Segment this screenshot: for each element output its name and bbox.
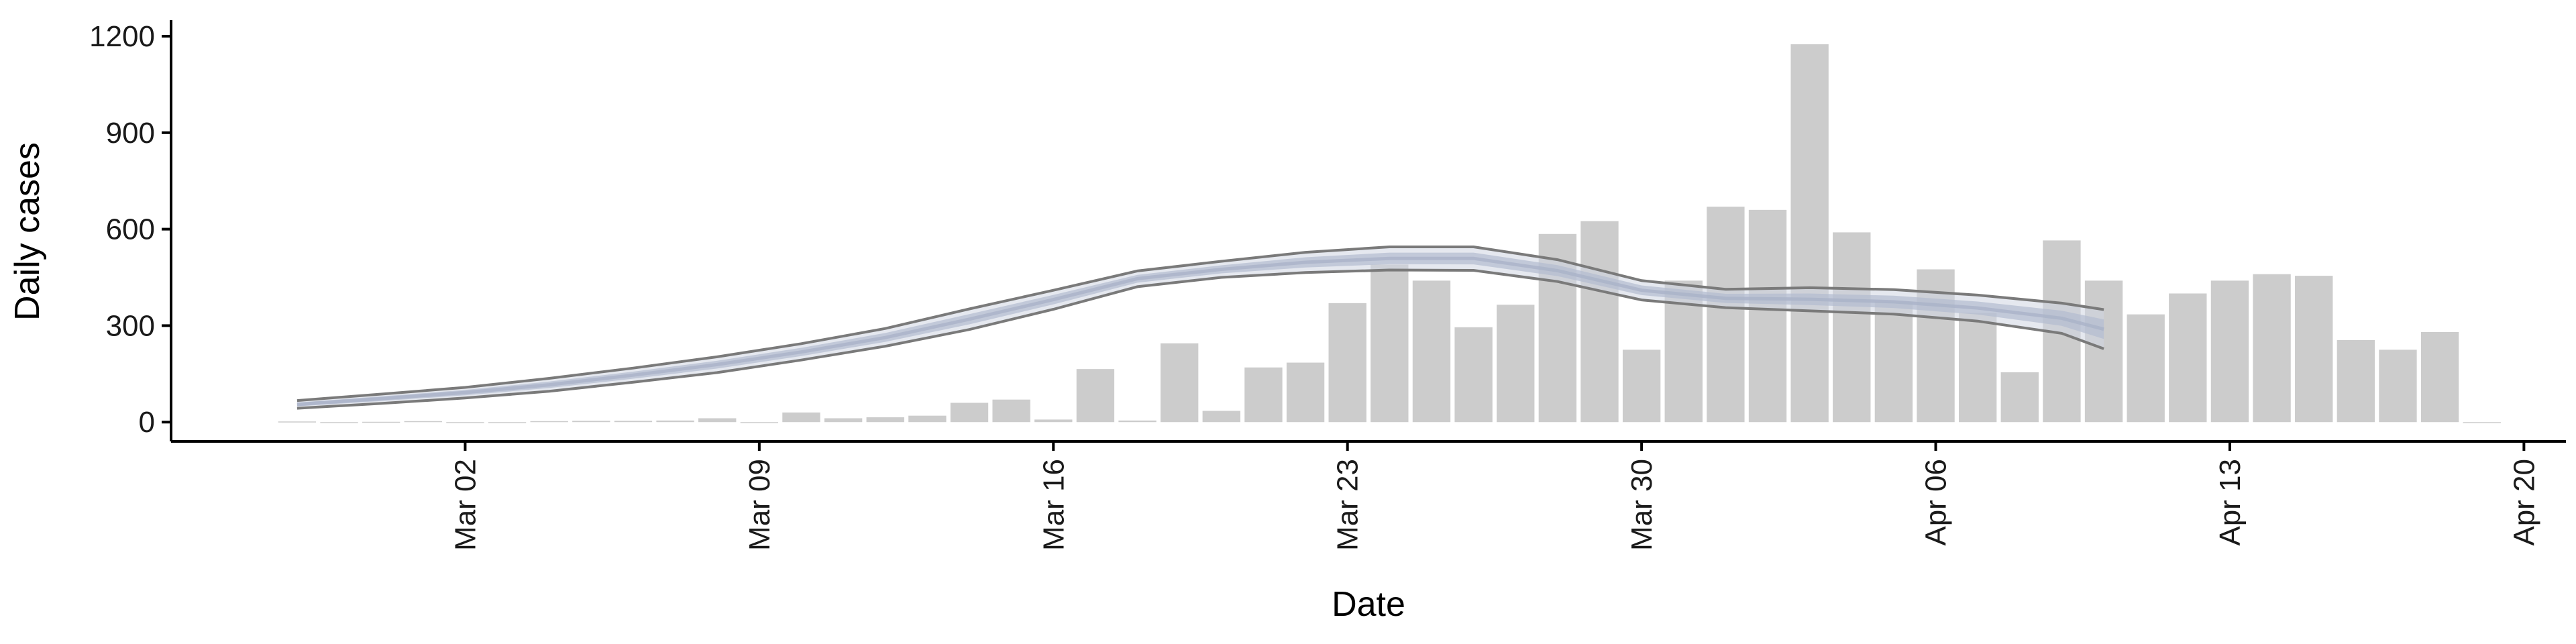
bar — [1874, 301, 1913, 423]
bar — [1118, 420, 1157, 423]
bar — [2000, 372, 2039, 423]
mean-line — [297, 256, 2104, 407]
bar — [1454, 327, 1493, 423]
bar — [404, 421, 442, 423]
bar — [1958, 313, 1997, 423]
bar — [1497, 305, 1535, 423]
bar — [614, 421, 653, 423]
bar — [320, 422, 358, 423]
bar — [1286, 362, 1325, 423]
bar — [1371, 264, 1409, 423]
x-tick-label: Mar 23 — [1332, 459, 1364, 551]
x-tick-label: Mar 09 — [743, 459, 776, 551]
bar — [2463, 422, 2501, 423]
axes-layer: 0 300 600 900 1200 Mar 02 Mar 09 Mar 16 Mar 23 Ma… — [89, 20, 2566, 551]
x-axis-title: Date — [1332, 585, 1405, 624]
bar — [1076, 369, 1115, 423]
bar — [1707, 207, 1745, 423]
bar — [2295, 276, 2333, 423]
bar — [362, 421, 400, 423]
x-tick-label: Mar 02 — [449, 459, 482, 551]
bar — [2253, 274, 2291, 423]
bar — [1034, 419, 1073, 423]
band-layer — [297, 246, 2104, 410]
bar — [992, 399, 1030, 423]
y-tick-label: 600 — [106, 213, 155, 246]
y-tick-label: 900 — [106, 117, 155, 150]
bar — [1328, 303, 1366, 423]
bar — [824, 418, 863, 423]
bar — [740, 422, 779, 423]
y-tick-label: 300 — [106, 309, 155, 342]
x-tick-label: Apr 06 — [1920, 459, 1953, 546]
bar — [698, 418, 737, 423]
bar — [278, 421, 317, 423]
bar — [1622, 350, 1661, 423]
x-tick-label: Mar 30 — [1625, 459, 1658, 551]
bar — [2420, 332, 2459, 423]
lower-bound-line — [297, 268, 2104, 410]
y-axis-title: Daily cases — [8, 142, 47, 321]
bar — [1748, 209, 1787, 423]
bar — [2379, 350, 2417, 423]
bar — [2169, 293, 2207, 423]
bar — [2337, 339, 2375, 423]
bar — [1202, 411, 1240, 423]
y-tick-label: 1200 — [89, 20, 155, 53]
x-tick-label: Mar 16 — [1037, 459, 1070, 551]
bar — [1833, 232, 1871, 423]
bar — [2084, 280, 2123, 423]
x-tick-label: Apr 20 — [2508, 459, 2540, 546]
bar — [1580, 221, 1619, 423]
bar — [782, 412, 820, 423]
bar — [2127, 314, 2165, 423]
bars-layer — [278, 44, 2501, 423]
bar — [908, 415, 947, 423]
bar — [530, 421, 568, 423]
bar — [656, 420, 694, 423]
bar — [572, 421, 610, 423]
upper-bound-line — [297, 246, 2104, 402]
bar — [1412, 280, 1451, 423]
bar — [1790, 44, 1829, 423]
bar — [1244, 367, 1283, 423]
bar — [488, 422, 527, 423]
x-tick-label: Apr 13 — [2214, 459, 2247, 546]
bar — [950, 402, 989, 423]
bar — [2210, 280, 2249, 423]
bar — [446, 422, 484, 423]
y-tick-label: 0 — [139, 406, 155, 439]
bar — [1160, 343, 1199, 423]
bar — [866, 417, 904, 423]
